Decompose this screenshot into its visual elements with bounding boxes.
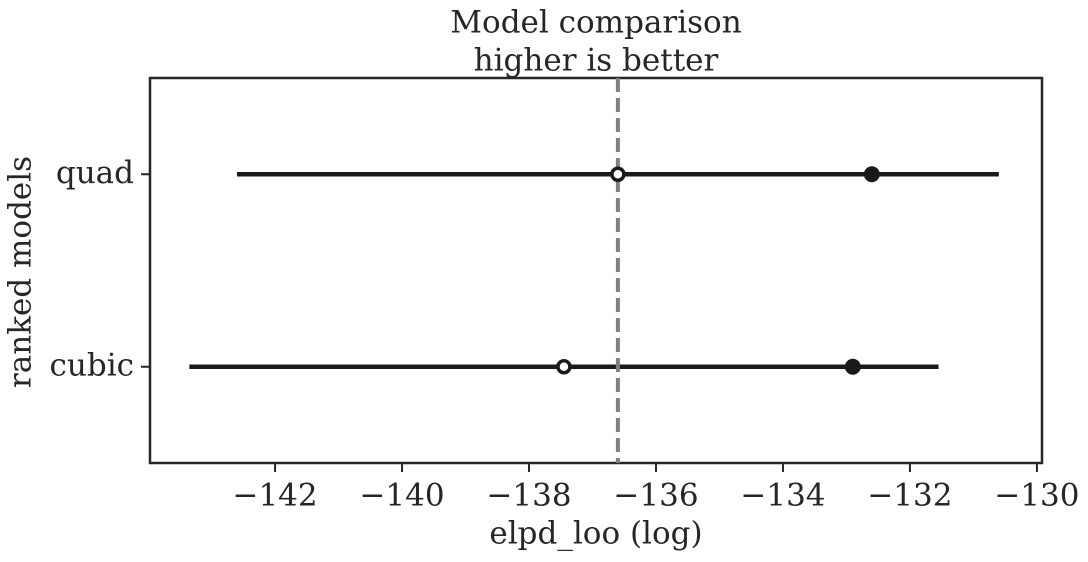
y-tick-label: quad bbox=[56, 155, 134, 191]
plot-frame bbox=[148, 76, 1044, 465]
elpd-point bbox=[556, 359, 572, 375]
insample-point bbox=[863, 166, 880, 183]
x-tick-label: −134 bbox=[740, 478, 825, 514]
x-tick-label: −130 bbox=[994, 478, 1079, 514]
y-axis-label: ranked models bbox=[3, 156, 39, 388]
elpd-point bbox=[610, 166, 626, 182]
x-tick-label: −132 bbox=[867, 478, 952, 514]
x-tick-label: −140 bbox=[359, 478, 444, 514]
chart-title: Model comparison bbox=[450, 5, 741, 41]
x-axis-label: elpd_loo (log) bbox=[489, 516, 702, 552]
x-tick-label: −138 bbox=[486, 478, 571, 514]
chart-subtitle: higher is better bbox=[474, 43, 719, 79]
x-tick-label: −142 bbox=[232, 478, 317, 514]
y-tick-label: cubic bbox=[50, 347, 134, 383]
insample-point bbox=[844, 358, 861, 375]
x-tick-label: −136 bbox=[613, 478, 698, 514]
